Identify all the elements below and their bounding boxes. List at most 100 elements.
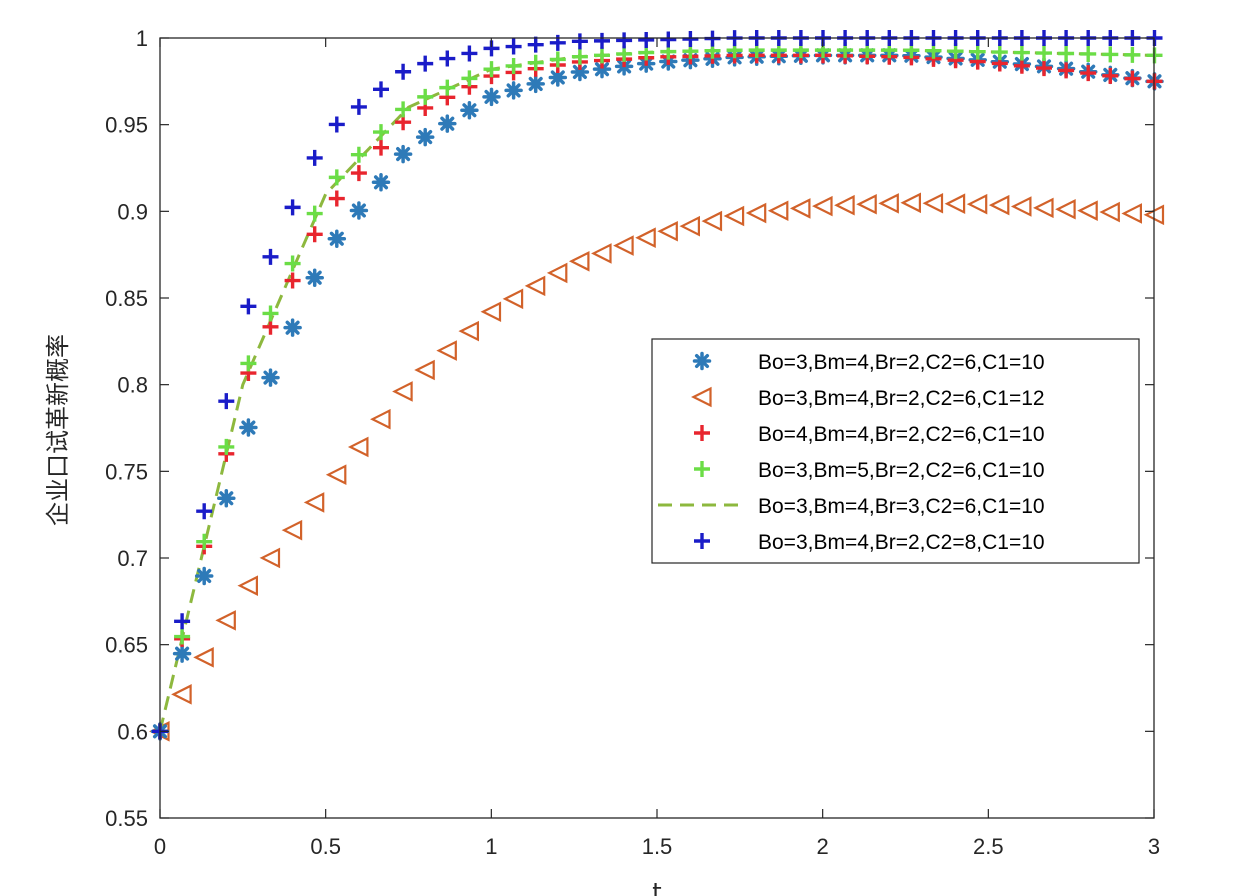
series-2-point-19 — [568, 251, 590, 272]
legend-entry-5: Bo=3,Bm=4,Br=3,C2=6,C1=10 — [658, 495, 1045, 518]
series-1-point-19 — [570, 62, 590, 82]
legend-label-1: Bo=3,Bm=4,Br=2,C2=6,C1=10 — [758, 351, 1045, 374]
x-tick-label-6: 3 — [1148, 834, 1160, 859]
series-2-point-3 — [215, 610, 236, 631]
series-2-point-5 — [259, 547, 281, 569]
series-1-point-17 — [526, 74, 545, 94]
axes-layer: 0 0.5 1 1.5 2 2.5 3 0.55 0.6 0.65 0.7 0.75 0.8 0.85 0.… — [105, 26, 1160, 859]
y-tick-label-7: 0.9 — [117, 199, 148, 224]
series-1-point-6 — [283, 318, 302, 337]
y-tick-label-8: 0.95 — [105, 113, 148, 138]
series-2-point-24 — [679, 215, 700, 237]
series-6-point-10 — [372, 81, 389, 98]
legend-marker-1 — [692, 351, 712, 371]
series-1-point-15 — [482, 87, 501, 107]
series-3-point-42 — [1080, 65, 1097, 82]
legend-entry-1: Bo=3,Bm=4,Br=2,C2=6,C1=10 — [692, 351, 1045, 374]
legend-entry-2: Bo=3,Bm=4,Br=2,C2=6,C1=12 — [691, 386, 1045, 410]
x-tick-label-2: 1 — [485, 834, 497, 859]
series-2-point-39 — [1010, 196, 1032, 217]
series-2-point-8 — [325, 464, 347, 485]
series-2-point-40 — [1033, 197, 1054, 219]
series-2-point-26 — [723, 205, 745, 227]
series-2-point-38 — [988, 194, 1010, 216]
series-4-point-19 — [571, 48, 588, 65]
x-tick-label-5: 2.5 — [973, 834, 1004, 859]
series-2-point-11 — [392, 381, 413, 402]
legend-marker-3 — [694, 425, 710, 441]
y-axis-label: 企业口试革新概率 — [44, 334, 72, 526]
series-1-point-10 — [371, 173, 391, 192]
series-4-point-5 — [262, 305, 279, 322]
series-4-point-39 — [1013, 44, 1030, 61]
series-2-point-13 — [436, 340, 457, 361]
series-2-point-44 — [1121, 203, 1142, 224]
series-6-point-7 — [306, 149, 323, 166]
x-axis-label: t — [652, 878, 661, 896]
x-tick-label-4: 2 — [817, 834, 829, 859]
series-layer — [149, 30, 1165, 742]
series-2-point-12 — [414, 359, 435, 381]
series-4-point-38 — [991, 44, 1008, 61]
series-4-point-8 — [328, 169, 345, 186]
series-6-point-12 — [417, 55, 434, 72]
y-tick-label-2: 0.65 — [105, 633, 148, 658]
series-2-point-27 — [745, 202, 767, 224]
legend-label-4: Bo=3,Bm=5,Br=2,C2=6,C1=10 — [758, 459, 1045, 482]
series-4-point-40 — [1036, 45, 1052, 62]
legend-box — [651, 338, 1140, 564]
y-tick-label-9: 1 — [136, 26, 148, 51]
series-6-point-8 — [328, 116, 345, 133]
series-2-point-33 — [878, 193, 899, 214]
series-3-point-6 — [284, 272, 301, 289]
series-2-point-21 — [613, 235, 634, 256]
series-4-point-17 — [527, 54, 544, 71]
series-1-point-2 — [194, 566, 214, 586]
series-4-point-15 — [483, 61, 500, 78]
series-4-point-4 — [240, 355, 257, 372]
y-tick-label-3: 0.7 — [117, 546, 148, 571]
series-1-point-7 — [305, 268, 324, 287]
series-1-point-11 — [393, 144, 413, 164]
series-2-point-17 — [524, 275, 546, 297]
series-1-point-9 — [349, 201, 369, 220]
series-6-point-22 — [638, 31, 655, 48]
series-6-point-9 — [350, 98, 367, 115]
series-4-point-43 — [1102, 46, 1119, 63]
series-6-point-1 — [174, 613, 191, 630]
series-4-point-7 — [306, 205, 323, 222]
series-2-point-35 — [922, 192, 944, 214]
series-2 — [149, 192, 1165, 742]
series-4-point-14 — [461, 70, 478, 87]
series-6-point-16 — [505, 38, 522, 55]
series-4-point-6 — [284, 255, 301, 272]
series-2-point-34 — [900, 192, 921, 214]
series-4-point-41 — [1058, 45, 1075, 62]
legend-marker-6 — [694, 533, 710, 549]
series-1-point-4 — [239, 418, 258, 437]
legend: Bo=3,Bm=4,Br=2,C2=6,C1=10 Bo=3,Bm=4,Br=2,… — [651, 338, 1140, 564]
legend-label-2: Bo=3,Bm=4,Br=2,C2=6,C1=12 — [758, 387, 1045, 410]
series-2-point-36 — [944, 193, 966, 214]
series-4-point-20 — [593, 47, 610, 64]
legend-entry-3: Bo=4,Bm=4,Br=2,C2=6,C1=10 — [694, 423, 1045, 446]
series-1-point-3 — [217, 489, 236, 508]
series-2-point-37 — [966, 193, 988, 215]
series-6-point-23 — [660, 31, 677, 48]
series-2-point-31 — [834, 194, 855, 216]
series-2-point-22 — [635, 227, 656, 248]
series-4-point-42 — [1080, 45, 1097, 62]
series-4-point-18 — [549, 51, 566, 68]
legend-entry-4: Bo=3,Bm=5,Br=2,C2=6,C1=10 — [694, 459, 1045, 482]
series-4-point-9 — [350, 146, 367, 163]
series-3-point-7 — [306, 226, 323, 243]
series-2-point-42 — [1077, 200, 1098, 221]
series-6-point-19 — [571, 33, 588, 50]
series-2-point-30 — [812, 195, 833, 217]
series-2-point-25 — [701, 210, 723, 232]
legend-marker-4 — [694, 461, 710, 477]
series-4-point-13 — [439, 79, 456, 96]
series-2-point-4 — [237, 575, 258, 596]
x-tick-label-3: 1.5 — [642, 834, 673, 859]
